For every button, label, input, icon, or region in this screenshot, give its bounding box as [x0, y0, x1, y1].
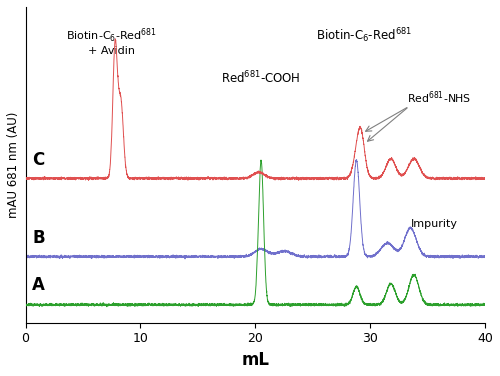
Y-axis label: mAU 681 nm (AU): mAU 681 nm (AU)	[7, 112, 20, 218]
Text: Red$^{681}$-COOH: Red$^{681}$-COOH	[222, 70, 301, 87]
Text: C: C	[32, 152, 44, 169]
Text: B: B	[32, 229, 45, 247]
Text: Impurity: Impurity	[410, 219, 458, 229]
Text: A: A	[32, 276, 46, 294]
Text: Biotin-C$_6$-Red$^{681}$
+ Avidin: Biotin-C$_6$-Red$^{681}$ + Avidin	[66, 26, 157, 56]
Text: Red$^{681}$-NHS: Red$^{681}$-NHS	[407, 89, 472, 106]
Text: Biotin-C$_6$-Red$^{681}$: Biotin-C$_6$-Red$^{681}$	[316, 26, 412, 45]
X-axis label: mL: mL	[242, 351, 270, 369]
